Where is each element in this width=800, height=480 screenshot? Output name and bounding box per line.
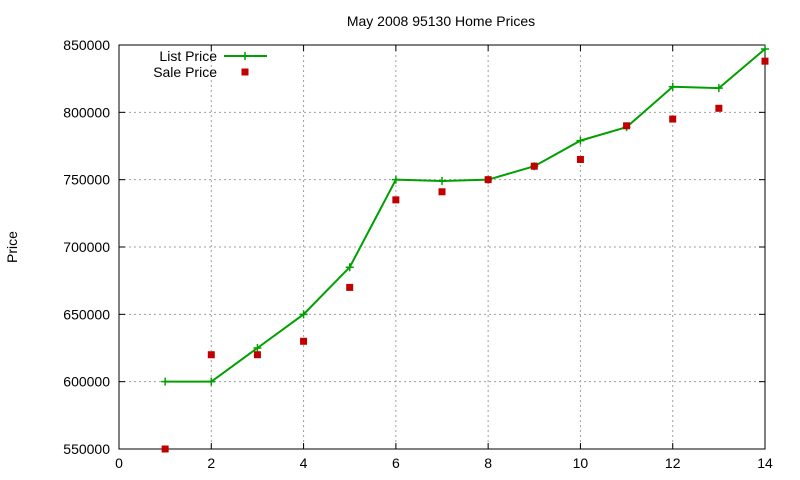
- series-area: [161, 45, 769, 453]
- list-price-point: [714, 84, 723, 93]
- x-tick-label: 6: [392, 455, 400, 471]
- series-sale-price: [161, 57, 769, 453]
- y-tick-label: 800000: [63, 104, 110, 120]
- legend-plus-swatch: [241, 52, 249, 60]
- list-price-point: [253, 344, 262, 352]
- list-price-point: [299, 310, 308, 319]
- sale-price-point: [438, 188, 446, 196]
- x-tick-label: 0: [115, 455, 123, 471]
- sale-price-point: [484, 176, 492, 184]
- list-price-line: [165, 48, 766, 383]
- legend-label: List Price: [159, 48, 217, 64]
- axes: 0 2 4 6 8 10 12 14 550000 600000 650000 700000 75000…: [63, 37, 773, 471]
- sale-price-point: [253, 351, 261, 359]
- legend-label: Sale Price: [153, 64, 217, 80]
- list-price-point: [161, 377, 170, 386]
- y-tick-label: 650000: [63, 306, 110, 322]
- list-price-point: [391, 175, 400, 184]
- sale-price-point: [669, 115, 677, 123]
- y-axis-label: Price: [4, 231, 20, 263]
- series-list-price: [161, 45, 769, 386]
- sale-price-point: [392, 196, 400, 204]
- x-tick-label: 14: [757, 455, 773, 471]
- sale-price-point: [346, 283, 354, 291]
- sale-price-point: [530, 162, 538, 170]
- y-tick-label: 550000: [63, 441, 110, 457]
- list-price-point: [576, 136, 585, 145]
- y-tick-label: 750000: [63, 172, 110, 188]
- sale-price-point: [576, 155, 584, 163]
- x-tick-label: 12: [665, 455, 681, 471]
- x-tick-label: 10: [573, 455, 589, 471]
- y-tick-label: 850000: [63, 37, 110, 53]
- list-price-point: [438, 177, 446, 186]
- grid: [119, 45, 765, 449]
- list-price-point: [668, 82, 677, 91]
- chart-title: May 2008 95130 Home Prices: [347, 13, 535, 29]
- sale-price-point: [207, 351, 215, 359]
- sale-price-point: [300, 337, 308, 345]
- list-price-point: [345, 263, 354, 272]
- x-tick-label: 2: [207, 455, 215, 471]
- y-tick-label: 700000: [63, 239, 110, 255]
- list-price-point: [207, 377, 216, 386]
- sale-price-point: [161, 445, 169, 453]
- list-price-point: [761, 45, 769, 54]
- sale-price-point: [715, 104, 723, 112]
- y-tick-label: 600000: [63, 374, 110, 390]
- sale-price-point: [623, 122, 631, 130]
- x-tick-label: 8: [484, 455, 492, 471]
- sale-price-point: [761, 57, 769, 65]
- x-tick-label: 4: [300, 455, 308, 471]
- legend-square-swatch: [241, 68, 249, 76]
